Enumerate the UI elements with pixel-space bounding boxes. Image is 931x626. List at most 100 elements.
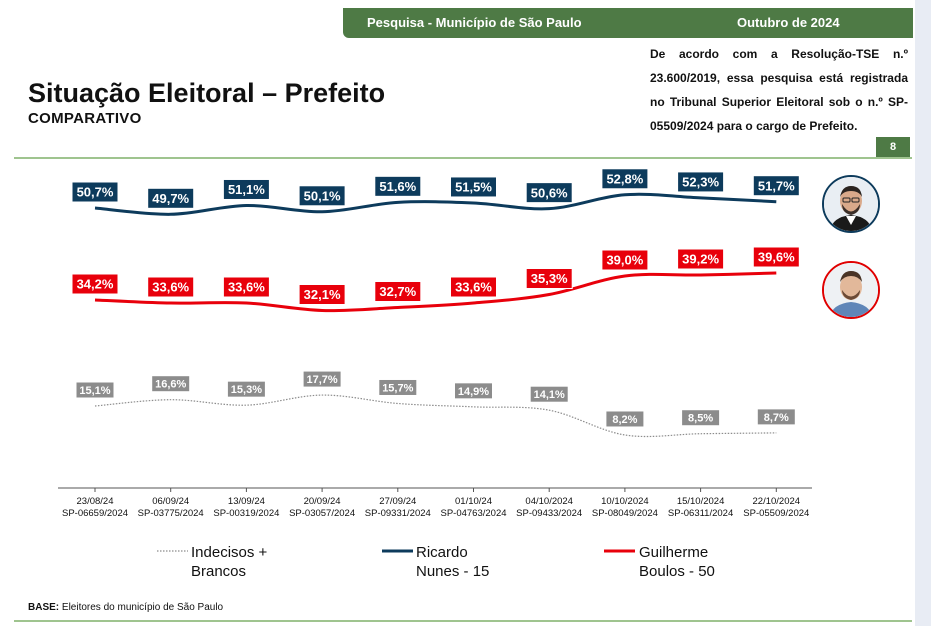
svg-text:51,5%: 51,5% [455, 180, 492, 195]
x-tick-label-date: 23/08/24 [77, 496, 114, 507]
svg-text:39,0%: 39,0% [606, 253, 643, 268]
data-label-nunes: 50,1% [298, 185, 346, 207]
series-line-indecisos [94, 394, 777, 438]
svg-text:35,3%: 35,3% [531, 271, 568, 286]
data-label-nunes: 52,8% [601, 168, 649, 190]
data-label-boulos: 39,6% [752, 246, 800, 268]
data-label-nunes: 51,1% [222, 178, 270, 200]
data-label-nunes: 51,6% [374, 175, 422, 197]
x-tick-label-registration: SP-03775/2024 [138, 508, 204, 519]
x-tick-label-date: 13/09/24 [228, 496, 265, 507]
data-label-boulos: 35,3% [525, 268, 573, 289]
data-label-indecisos: 15,7% [378, 378, 418, 396]
x-tick-label-date: 22/10/2024 [753, 496, 801, 507]
x-tick-label-registration: SP-03057/2024 [289, 508, 355, 519]
svg-text:14,1%: 14,1% [534, 389, 565, 401]
header-date: Outubro de 2024 [737, 15, 840, 30]
page-number: 8 [876, 137, 910, 157]
nunes-portrait-icon [824, 177, 878, 231]
svg-text:8,2%: 8,2% [612, 414, 637, 426]
header-survey-title: Pesquisa - Município de São Paulo [367, 15, 582, 30]
svg-text:15,1%: 15,1% [79, 385, 110, 397]
footer-divider [14, 620, 912, 622]
page-edge [915, 0, 931, 626]
legend-boulos-line2: Boulos - 50 [639, 563, 715, 580]
data-label-boulos: 33,6% [147, 276, 195, 298]
data-label-indecisos: 15,3% [226, 380, 266, 398]
base-label: BASE: [28, 602, 60, 613]
data-label-nunes: 50,6% [525, 182, 573, 204]
svg-text:52,8%: 52,8% [606, 171, 643, 186]
data-label-boulos: 34,2% [71, 273, 119, 295]
svg-text:32,7%: 32,7% [379, 284, 416, 299]
data-label-boulos: 39,0% [601, 249, 649, 271]
base-text: Eleitores do município de São Paulo [59, 602, 224, 613]
data-label-nunes: 49,7% [147, 187, 195, 209]
header-bar: Pesquisa - Município de São Paulo Outubr… [343, 8, 913, 38]
nunes-avatar [822, 175, 880, 233]
data-label-indecisos: 17,7% [302, 370, 342, 388]
svg-text:8,7%: 8,7% [764, 412, 789, 424]
svg-text:39,2%: 39,2% [682, 252, 719, 267]
data-label-boulos: 39,2% [677, 248, 725, 270]
x-tick-label-date: 20/09/24 [304, 496, 341, 507]
svg-text:51,1%: 51,1% [228, 182, 265, 197]
x-tick-label-registration: SP-08049/2024 [592, 508, 658, 519]
legend [157, 549, 635, 553]
svg-text:33,6%: 33,6% [152, 280, 189, 295]
data-label-nunes: 51,5% [450, 176, 497, 198]
header-divider [14, 157, 912, 159]
svg-text:8,5%: 8,5% [688, 413, 713, 425]
x-tick-label-date: 27/09/24 [379, 496, 416, 507]
data-label-boulos: 32,1% [298, 284, 346, 305]
page-subtitle: COMPARATIVO [28, 110, 142, 127]
x-tick-label-date: 06/09/24 [152, 496, 189, 507]
svg-text:16,6%: 16,6% [155, 379, 186, 391]
x-tick-label-registration: SP-06311/2024 [668, 508, 733, 519]
legend-nunes-line2: Nunes - 15 [416, 563, 490, 580]
x-tick-label-date: 04/10/2024 [525, 496, 573, 507]
data-label-boulos: 33,6% [450, 276, 497, 298]
x-tick-label-registration: SP-00319/2024 [213, 508, 279, 519]
svg-text:15,7%: 15,7% [382, 382, 413, 394]
legend-nunes-line1: Ricardo [416, 544, 468, 561]
legend-label-boulos: Guilherme Boulos - 50 [639, 543, 715, 581]
boulos-portrait-icon [824, 263, 878, 317]
base-footnote: BASE: Eleitores do município de São Paul… [28, 602, 223, 613]
data-label-indecisos: 8,5% [681, 409, 721, 427]
svg-text:17,7%: 17,7% [306, 374, 337, 386]
svg-text:52,3%: 52,3% [682, 175, 719, 190]
legend-boulos-line1: Guilherme [639, 544, 709, 561]
x-tick-label-date: 10/10/2024 [601, 496, 649, 507]
x-tick-label-registration: SP-04763/2024 [440, 508, 506, 519]
x-tick-label-date: 01/10/24 [455, 496, 492, 507]
data-label-indecisos: 15,1% [75, 381, 115, 399]
boulos-avatar [822, 261, 880, 319]
legend-label-indecisos: Indecisos + Brancos [191, 543, 267, 581]
data-label-indecisos: 14,9% [454, 382, 493, 400]
legend-indecisos-line1: Indecisos + [191, 544, 268, 561]
data-label-nunes: 50,7% [71, 181, 119, 203]
data-label-indecisos: 14,1% [529, 385, 569, 403]
x-tick-label-registration: SP-05509/2024 [743, 508, 809, 519]
legend-indecisos-line2: Brancos [191, 563, 247, 580]
svg-text:50,7%: 50,7% [77, 185, 114, 200]
x-tick-label-registration: SP-06659/2024 [62, 508, 128, 519]
data-label-indecisos: 8,2% [605, 410, 645, 428]
svg-text:51,7%: 51,7% [758, 178, 795, 193]
x-tick-label-registration: SP-09433/2024 [516, 508, 582, 519]
x-tick-label-date: 15/10/2024 [677, 496, 725, 507]
registration-note: De acordo com a Resolução-TSE n.º 23.600… [650, 47, 908, 133]
data-label-indecisos: 16,6% [151, 375, 191, 393]
svg-text:15,3%: 15,3% [231, 384, 262, 396]
svg-text:33,6%: 33,6% [455, 280, 492, 295]
svg-text:51,6%: 51,6% [379, 179, 416, 194]
data-label-nunes: 51,7% [752, 175, 800, 197]
data-label-indecisos: 8,7% [756, 408, 796, 426]
svg-text:39,6%: 39,6% [758, 250, 795, 265]
page-title: Situação Eleitoral – Prefeito [28, 78, 386, 108]
svg-text:33,6%: 33,6% [228, 280, 265, 295]
svg-text:50,6%: 50,6% [531, 185, 568, 200]
